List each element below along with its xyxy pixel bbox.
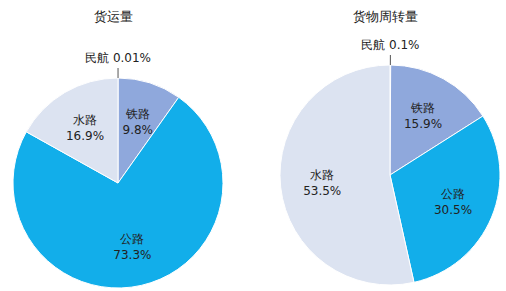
svg-text:民航 0.01%: 民航 0.01% — [85, 51, 151, 65]
svg-text:水路16.9%: 水路16.9% — [66, 113, 104, 143]
html-text:货运量: 货运量 — [93, 9, 133, 24]
svg-text:民航 0.1%: 民航 0.1% — [361, 38, 419, 52]
svg-text:铁路15.9%: 铁路15.9% — [404, 101, 442, 131]
svg-text:公路30.5%: 公路30.5% — [434, 187, 472, 217]
svg-text:水路53.5%: 水路53.5% — [303, 168, 341, 198]
html-text:货物周转量: 货物周转量 — [352, 9, 418, 24]
svg-text:铁路9.8%: 铁路9.8% — [123, 107, 154, 137]
svg-text:公路73.3%: 公路73.3% — [113, 232, 151, 262]
